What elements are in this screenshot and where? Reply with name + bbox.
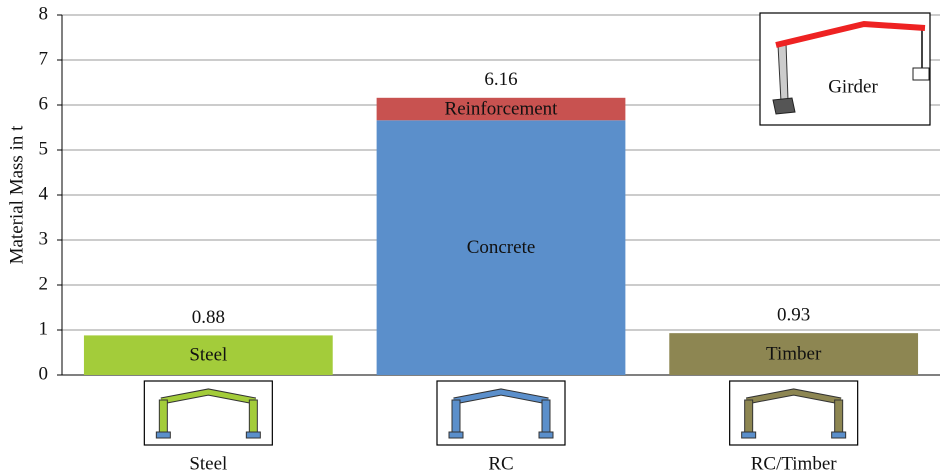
y-tick-label: 0: [39, 363, 49, 384]
icon-beam: [746, 389, 842, 404]
total-label: 0.93: [777, 305, 810, 326]
icon-foot: [155, 431, 171, 439]
y-tick-label: 8: [39, 3, 49, 24]
icon-column: [834, 399, 844, 435]
frame-icon: [729, 380, 859, 446]
total-label: 0.88: [192, 307, 225, 328]
segment-label: Timber: [766, 343, 822, 364]
bar-segment: [376, 97, 626, 121]
total-label: 6.16: [484, 69, 517, 90]
icon-column: [744, 399, 754, 435]
icon-column: [158, 399, 168, 435]
icon-column: [541, 399, 551, 435]
girder-inset: Girder: [759, 12, 931, 126]
y-tick-label: 1: [39, 318, 49, 339]
icon-column: [248, 399, 258, 435]
icon-beam: [160, 389, 256, 404]
inset-beam: [775, 20, 926, 48]
frame-icon: [436, 380, 566, 446]
icon-foot: [245, 431, 261, 439]
y-tick-label: 7: [39, 48, 49, 69]
segment-label: Reinforcement: [445, 98, 559, 119]
y-tick-label: 3: [39, 228, 49, 249]
x-tick-label: RC: [488, 453, 513, 474]
inset-base: [772, 97, 796, 115]
x-tick-label: Steel: [189, 453, 227, 474]
y-axis-label: Material Mass in t: [6, 125, 27, 265]
icon-foot: [831, 431, 847, 439]
bar-segment: [376, 120, 626, 375]
inset-base: [912, 67, 930, 81]
icon-foot: [538, 431, 554, 439]
x-tick-label: RC/Timber: [751, 453, 838, 474]
annotation: Girder: [828, 76, 878, 97]
frame-icon: [143, 380, 273, 446]
icon-foot: [741, 431, 757, 439]
icon-column: [451, 399, 461, 435]
y-tick-label: 6: [39, 93, 49, 114]
segment-label: Steel: [189, 345, 227, 366]
icon-foot: [448, 431, 464, 439]
y-tick-label: 2: [39, 273, 49, 294]
bar-segment: [83, 335, 333, 375]
y-tick-label: 4: [39, 183, 49, 204]
segment-label: Concrete: [467, 237, 536, 258]
bar-segment: [669, 333, 919, 375]
icon-beam: [453, 389, 549, 404]
y-tick-label: 5: [39, 138, 49, 159]
